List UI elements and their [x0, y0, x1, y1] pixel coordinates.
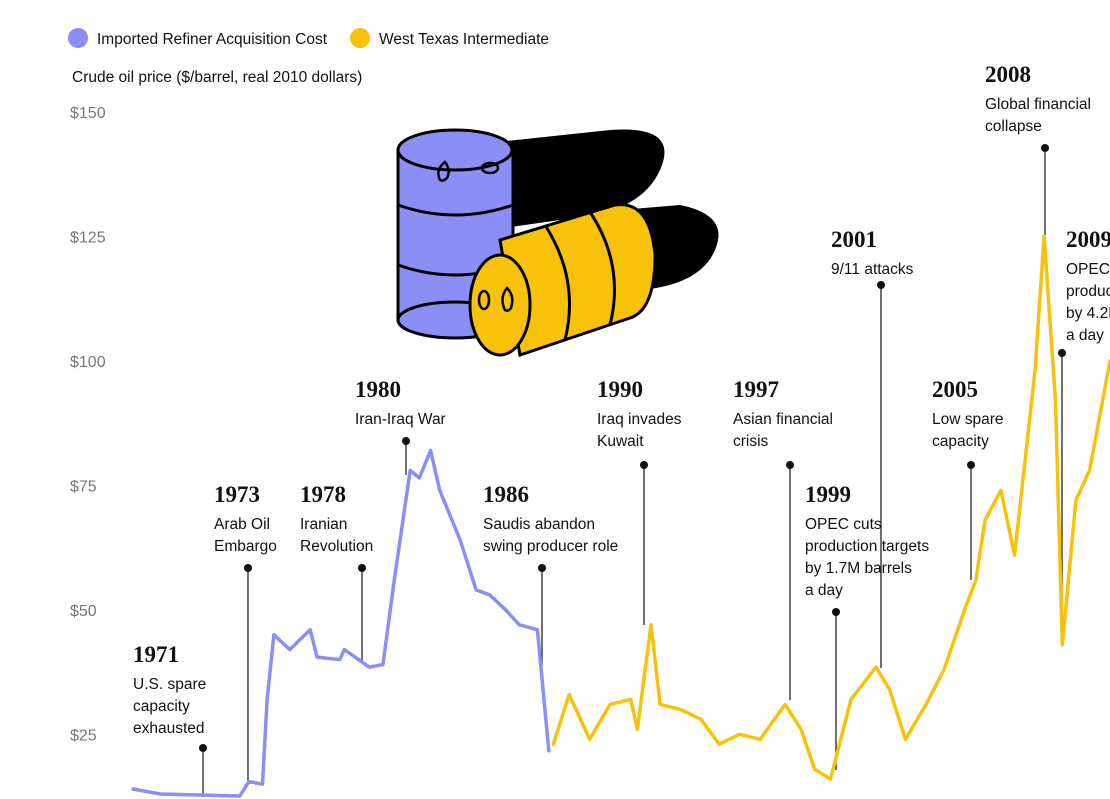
annotation-text: OPEC cuts	[1066, 261, 1110, 278]
legend-swatch	[350, 28, 371, 48]
annotation-year: 2008	[985, 62, 1031, 87]
y-tick-label: $125	[70, 229, 106, 246]
annotation-dot	[786, 461, 794, 469]
annotation-year: 1990	[597, 377, 643, 402]
annotation-dot	[877, 281, 885, 289]
annotation-text: crisis	[733, 433, 769, 450]
annotation-text: U.S. spare	[133, 676, 206, 693]
price-line	[131, 448, 551, 798]
annotation-year: 2001	[831, 227, 877, 252]
annotation-dot	[199, 744, 207, 752]
annotation-year: 1978	[300, 482, 346, 507]
annotation-text: capacity	[932, 433, 989, 450]
annotation-year: 1971	[133, 642, 179, 667]
annotation-text: production targets	[805, 538, 929, 555]
annotation-dot	[358, 564, 366, 572]
y-tick-label: $100	[70, 354, 106, 371]
legend-label: West Texas Intermediate	[379, 31, 549, 48]
annotation-year: 1986	[483, 482, 529, 507]
price-line	[551, 234, 1110, 781]
annotation-dot	[1041, 144, 1049, 152]
annotation-dot	[640, 461, 648, 469]
annotation-text: Global financial	[985, 96, 1091, 113]
annotation-text: Kuwait	[597, 433, 644, 450]
annotation-text: production targets	[1066, 283, 1110, 300]
annotation-text: Iraq invades	[597, 411, 682, 428]
annotation-dot	[402, 437, 410, 445]
annotation-dot	[244, 564, 252, 572]
annotation-text: Iran-Iraq War	[355, 411, 446, 428]
annotation-text: 9/11 attacks	[831, 261, 914, 278]
barrels-illustration	[396, 128, 719, 357]
annotation-year: 2005	[932, 377, 978, 402]
y-axis-title: Crude oil price ($/barrel, real 2010 dol…	[72, 69, 362, 86]
y-tick-label: $150	[70, 105, 106, 122]
legend-label: Imported Refiner Acquisition Cost	[97, 31, 328, 48]
y-tick-label: $75	[70, 478, 97, 495]
annotation-text: Iranian	[300, 516, 347, 533]
annotation-year: 1980	[355, 377, 401, 402]
annotation-text: Low spare	[932, 411, 1004, 428]
annotation-text: OPEC cuts	[805, 516, 882, 533]
annotation-year: 2009	[1066, 227, 1110, 252]
annotation-dot	[832, 608, 840, 616]
annotation-dot	[1058, 349, 1066, 357]
annotation-year: 1999	[805, 482, 851, 507]
annotation-text: Asian financial	[733, 411, 833, 428]
annotation-text: a day	[1066, 327, 1104, 344]
annotation-text: capacity	[133, 698, 190, 715]
annotation-text: Revolution	[300, 538, 373, 555]
legend-swatch	[68, 28, 88, 48]
y-tick-label: $25	[70, 727, 97, 744]
annotation-text: by 1.7M barrels	[805, 560, 912, 577]
annotation-text: collapse	[985, 118, 1042, 135]
annotation-text: exhausted	[133, 720, 205, 737]
annotation-text: Saudis abandon	[483, 516, 595, 533]
y-tick-label: $50	[70, 603, 97, 620]
annotation-text: a day	[805, 582, 843, 599]
annotation-year: 1997	[733, 377, 779, 402]
annotation-dot	[967, 461, 975, 469]
annotation-text: Embargo	[214, 538, 277, 555]
annotation-year: 1973	[214, 482, 260, 507]
annotation-text: by 4.2M barrels	[1066, 305, 1110, 322]
annotation-dot	[538, 564, 546, 572]
annotation-text: Arab Oil	[214, 516, 270, 533]
annotation-text: swing producer role	[483, 538, 618, 555]
